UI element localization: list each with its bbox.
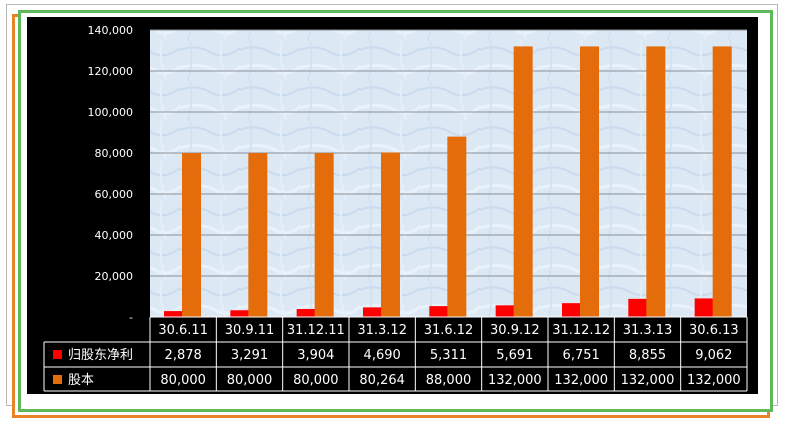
bar-net-profit	[495, 305, 515, 317]
x-tick-label: 30.6.13	[689, 323, 739, 338]
data-label: 4,690	[364, 348, 401, 363]
x-tick-label: 30.9.11	[225, 323, 275, 338]
bar-share-capital	[513, 46, 533, 318]
bar-share-capital	[646, 46, 666, 318]
data-label: 2,878	[165, 348, 202, 363]
data-label: 5,311	[430, 348, 467, 363]
data-label: 80,000	[160, 373, 206, 388]
data-label: 80,264	[359, 373, 405, 388]
x-tick-label: 31.3.13	[623, 323, 673, 338]
data-label: 80,000	[293, 373, 339, 388]
data-label: 132,000	[554, 373, 608, 388]
bar-net-profit	[694, 298, 714, 317]
data-label: 3,291	[231, 348, 268, 363]
y-tick-label: 100,000	[88, 106, 134, 119]
y-tick-label: 140,000	[88, 24, 134, 37]
data-label: 132,000	[488, 373, 542, 388]
data-label: 8,855	[629, 348, 666, 363]
bar-share-capital	[248, 153, 268, 317]
legend-label: 归股东净利	[68, 348, 133, 363]
bar-net-profit	[429, 306, 449, 317]
bar-net-profit	[296, 308, 316, 317]
data-label: 6,751	[563, 348, 600, 363]
y-tick-label: 20,000	[95, 270, 134, 283]
bar-net-profit	[164, 311, 183, 317]
x-tick-label: 30.9.12	[490, 323, 540, 338]
x-tick-label: 31.12.12	[552, 323, 610, 338]
y-tick-label: -	[129, 311, 133, 324]
y-tick-label: 60,000	[95, 188, 134, 201]
bar-share-capital	[182, 153, 201, 317]
data-label: 132,000	[621, 373, 675, 388]
data-label: 5,691	[496, 348, 533, 363]
x-tick-label: 31.6.12	[424, 323, 474, 338]
bar-net-profit	[562, 303, 581, 317]
bar-net-profit	[230, 310, 250, 317]
legend-key	[53, 375, 62, 384]
bar-share-capital	[314, 153, 334, 317]
x-tick-label: 30.6.11	[158, 323, 208, 338]
x-tick-label: 31.12.11	[287, 323, 345, 338]
bar-net-profit	[363, 307, 382, 317]
y-tick-label: 80,000	[95, 147, 134, 160]
data-label: 80,000	[227, 373, 273, 388]
bar-share-capital	[712, 46, 732, 318]
data-label: 9,062	[695, 348, 732, 363]
bar-share-capital	[447, 136, 467, 317]
legend-key	[53, 350, 62, 359]
legend-label: 股本	[68, 373, 94, 388]
x-tick-label: 31.3.12	[357, 323, 407, 338]
bar-share-capital	[580, 46, 599, 318]
y-tick-label: 40,000	[95, 229, 134, 242]
bar-share-capital	[381, 152, 400, 317]
data-label: 132,000	[687, 373, 741, 388]
data-label: 88,000	[426, 373, 472, 388]
bar-net-profit	[628, 298, 648, 317]
y-tick-label: 120,000	[88, 65, 134, 78]
data-label: 3,904	[297, 348, 334, 363]
